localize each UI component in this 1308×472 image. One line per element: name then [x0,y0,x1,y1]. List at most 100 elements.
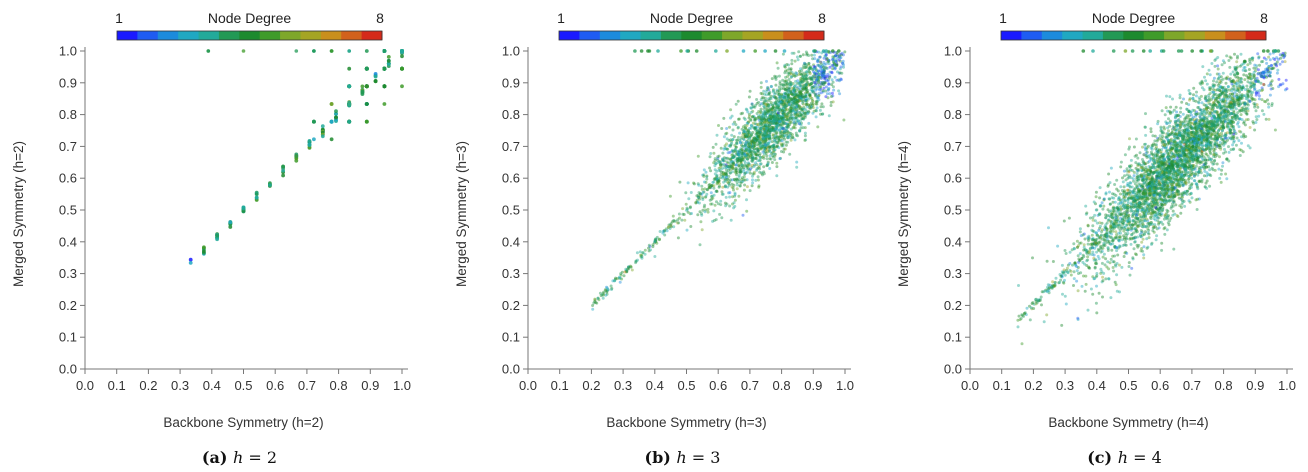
caption-letter: (c) [1087,448,1117,467]
scatter-point [1154,238,1158,242]
scatter-point [767,123,771,127]
scatter-point [801,117,805,121]
x-tick-label: 0.8 [773,378,791,393]
scatter-point [701,190,705,194]
scatter-point [1256,68,1260,72]
colorbar-min-label: 1 [999,10,1007,26]
scatter-point [730,159,734,163]
scatter-point [769,101,773,104]
scatter-point [741,49,746,53]
scatter-point [724,195,728,199]
scatter-point [820,102,824,106]
scatter-point [648,245,652,248]
scatter-point [1217,167,1221,171]
scatter-point [741,144,745,148]
scatter-point [643,248,647,252]
scatter-point [765,147,769,150]
scatter-point [329,137,334,142]
scatter-point [742,131,746,135]
scatter-point [778,100,782,104]
y-tick-label: 0.4 [502,234,520,249]
scatter-point [800,108,804,112]
x-tick-label: 0.6 [266,378,284,393]
scatter-point [719,173,723,177]
scatter-point [653,237,657,241]
scatter-point [802,85,806,89]
y-tick-label: 0.6 [502,171,520,186]
scatter-point [1212,79,1215,83]
scatter-point [1171,97,1174,101]
scatter-point [778,96,782,100]
scatter-point [768,157,772,161]
scatter-point [1101,207,1105,211]
colorbar-swatch [742,31,764,40]
scatter-point [593,297,597,301]
scatter-point [676,218,680,222]
scatter-point [767,88,771,92]
scatter-point [794,116,798,120]
scatter-point [601,296,605,300]
scatter-point [677,212,681,216]
scatter-point [1112,269,1116,273]
scatter-point [770,161,774,164]
scatter-point [788,71,792,75]
scatter-point [1101,255,1105,259]
scatter-point [671,214,675,218]
figure-caption: (a) h = 2 [202,448,277,467]
scatter-point [730,164,733,168]
scatter-point [364,49,369,53]
scatter-point [741,213,745,217]
scatter-point [802,102,805,106]
scatter-point [799,112,803,116]
colorbar-swatch [1001,31,1022,40]
scatter-point [803,131,807,135]
scatter-point [1061,292,1064,296]
scatter-point [777,110,781,114]
scatter-point [743,183,747,187]
chart-panel-1: 0.0 0.1 0.2 0.3 0.4 0.5 0.6 0.7 0.8 0.9 1.00.00.10… [11,10,411,467]
scatter-point [810,82,813,85]
scatter-point [781,52,785,56]
scatter-point [753,118,756,122]
scatter-point [737,194,741,198]
y-tick-label: 0.1 [502,330,520,345]
scatter-point [705,188,709,192]
scatter-point [821,112,825,116]
scatter-point [798,54,802,58]
scatter-point [745,209,749,213]
scatter-point [786,111,790,115]
scatter-point [668,194,672,198]
scatter-point [595,301,599,305]
scatter-point [667,225,670,229]
scatter-point [624,267,628,271]
scatter-point [728,150,732,154]
scatter-point [742,129,746,133]
scatter-point [824,66,828,70]
scatter-point [307,143,312,148]
scatter-point [678,216,681,220]
scatter-point [718,182,721,186]
scatter-point [820,82,824,86]
scatter-point [364,84,369,89]
y-tick-label: 0.6 [59,171,77,186]
scatter-point [807,104,811,108]
scatter-point [762,89,766,93]
scatter-point [807,62,811,66]
scatter-point [713,159,717,163]
scatter-point [789,113,793,117]
scatter-point [1128,137,1131,141]
scatter-point [789,92,793,96]
scatter-point [320,124,325,129]
scatter-point [634,259,638,263]
scatter-point [749,150,753,154]
scatter-point [798,91,802,95]
scatter-point [799,77,803,81]
scatter-point [797,99,801,103]
scatter-point [816,77,820,81]
scatter-point [729,165,733,169]
scatter-point [722,147,726,151]
scatter-point [725,49,729,53]
scatter-point [708,155,712,159]
scatter-point [685,49,689,53]
colorbar: 1 Node Degree 8 [557,10,826,41]
